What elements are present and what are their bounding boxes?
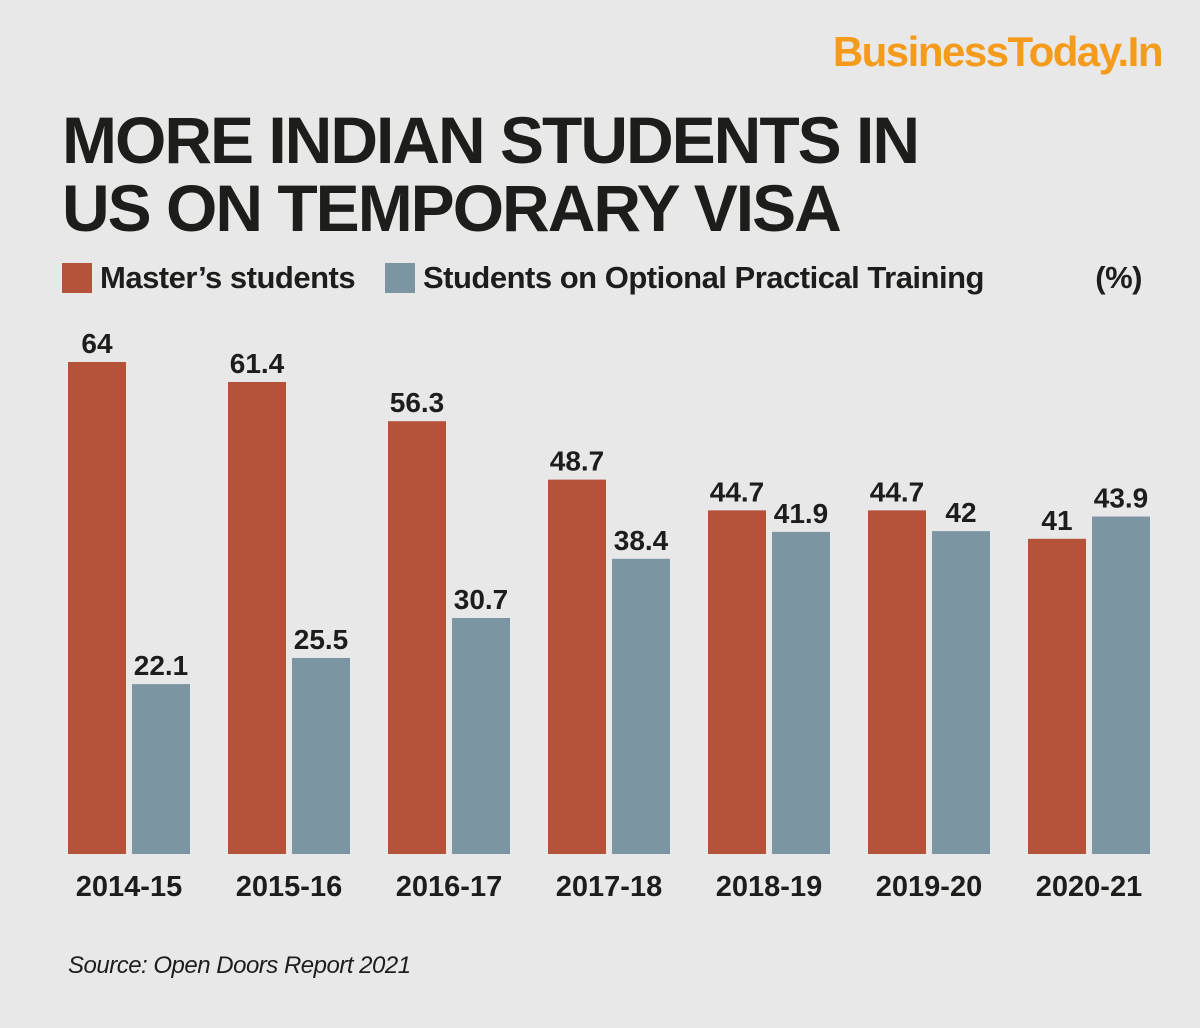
bar-opt-2015-16 [292, 657, 350, 854]
bar-masters-2020-21 [1028, 538, 1086, 854]
bar-masters-2018-19 [708, 510, 766, 854]
bar-chart: 64 22.1 2014-15 61.4 25.5 2015-16 56.3 30.7 2016… [68, 328, 1150, 903]
bar-opt-2019-20 [932, 531, 990, 854]
bar-opt-2020-21 [1092, 516, 1150, 854]
data-label-opt-2014-15: 22.1 [134, 650, 189, 681]
brand-logo: BusinessToday.In [832, 28, 1164, 75]
data-label-opt-2015-16: 25.5 [294, 624, 349, 655]
title-line-1: MORE INDIAN STUDENTS IN [62, 103, 920, 177]
data-label-masters-2014-15: 64 [81, 328, 113, 359]
legend: Master’s students Students on Optional P… [62, 259, 1142, 297]
title-line-2: US ON TEMPORARY VISA [62, 171, 842, 245]
data-label-masters-2016-17: 56.3 [390, 387, 445, 418]
bar-opt-2016-17 [452, 617, 510, 854]
data-label-masters-2018-19: 44.7 [710, 476, 765, 507]
legend-item-masters: Master’s students [62, 259, 356, 297]
data-label-masters-2019-20: 44.7 [870, 476, 925, 507]
x-tick-label-2019-20: 2019-20 [876, 871, 982, 903]
legend-swatch-masters [62, 263, 92, 293]
legend-label-opt: Students on Optional Practical Training [423, 260, 984, 295]
bar-masters-2017-18 [548, 479, 606, 854]
legend-label-masters: Master’s students [100, 260, 356, 295]
data-label-opt-2016-17: 30.7 [454, 584, 509, 615]
bar-opt-2018-19 [772, 531, 830, 854]
bar-opt-2017-18 [612, 558, 670, 854]
x-tick-label-2015-16: 2015-16 [236, 871, 342, 903]
x-tick-label-2017-18: 2017-18 [556, 871, 662, 903]
data-label-masters-2017-18: 48.7 [550, 446, 605, 477]
legend-swatch-opt [385, 263, 415, 293]
data-label-opt-2017-18: 38.4 [614, 525, 669, 556]
unit-label: (%) [1095, 260, 1142, 295]
x-tick-label-2018-19: 2018-19 [716, 871, 822, 903]
x-tick-label-2020-21: 2020-21 [1036, 871, 1142, 903]
x-tick-label-2014-15: 2014-15 [76, 871, 182, 903]
bar-masters-2015-16 [228, 381, 286, 854]
bar-masters-2019-20 [868, 510, 926, 854]
bar-opt-2014-15 [132, 684, 190, 854]
bar-masters-2016-17 [388, 421, 446, 854]
x-tick-label-2016-17: 2016-17 [396, 871, 502, 903]
data-label-opt-2020-21: 43.9 [1094, 483, 1149, 514]
chart-title: MORE INDIAN STUDENTS IN US ON TEMPORARY … [62, 103, 920, 245]
data-label-masters-2015-16: 61.4 [230, 348, 285, 379]
data-label-opt-2018-19: 41.9 [774, 498, 829, 529]
bar-masters-2014-15 [68, 362, 126, 854]
legend-item-opt: Students on Optional Practical Training [385, 259, 984, 297]
data-label-opt-2019-20: 42 [945, 497, 976, 528]
data-label-masters-2020-21: 41 [1041, 505, 1072, 536]
source-note: Source: Open Doors Report 2021 [68, 952, 411, 979]
